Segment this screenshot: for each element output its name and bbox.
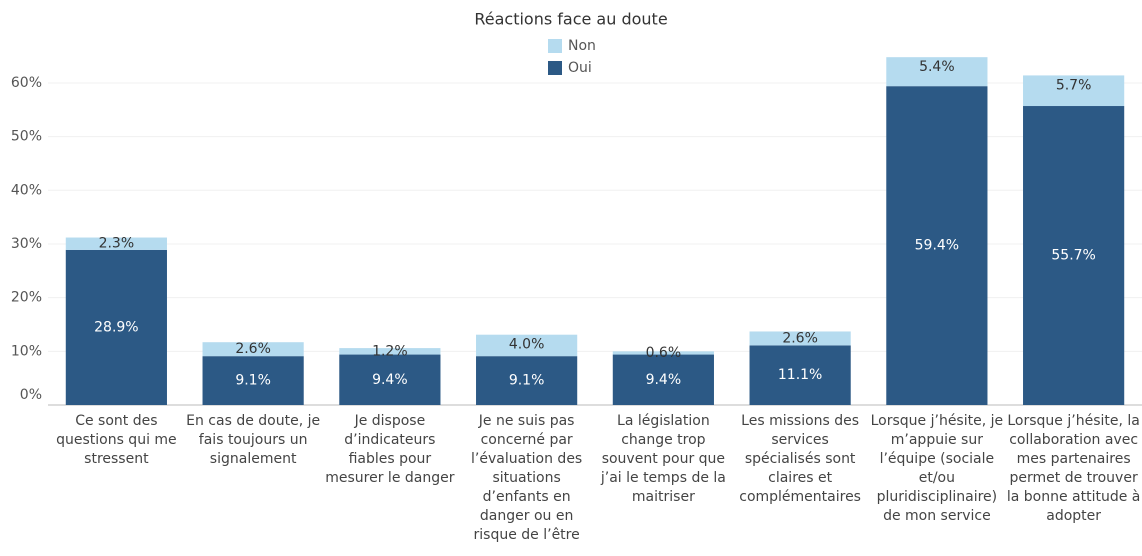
bar-segment	[612, 351, 714, 355]
y-tick-label: 60%	[11, 75, 42, 91]
data-label: 1.2%	[372, 343, 408, 359]
x-tick-label: Lorsque j’hésite, la collaboration avec …	[1006, 413, 1141, 524]
bar-segment	[886, 57, 988, 87]
chart-title: Réactions face au doute	[474, 10, 667, 29]
y-tick-label: 30%	[11, 236, 42, 252]
data-label: 2.3%	[99, 236, 135, 252]
y-tick-label: 40%	[11, 182, 42, 198]
bar-segment	[202, 342, 304, 357]
data-label: 9.4%	[646, 372, 682, 388]
bar-segment	[1023, 75, 1125, 107]
data-label: 9.4%	[372, 372, 408, 388]
legend-label: Oui	[568, 60, 592, 76]
bar-segment	[476, 334, 578, 357]
data-label: 5.4%	[919, 59, 955, 75]
legend-label: Non	[568, 38, 596, 54]
data-label: 2.6%	[235, 341, 271, 357]
y-tick-label: 10%	[11, 343, 42, 359]
x-tick-label: Je ne suis pas concerné par l’évaluation…	[471, 413, 583, 543]
x-tick-label: La législation change trop souvent pour …	[600, 413, 726, 505]
data-label: 4.0%	[509, 337, 545, 353]
legend-swatch	[548, 39, 562, 53]
y-tick-label: 20%	[11, 290, 42, 306]
y-tick-label: 50%	[11, 129, 42, 145]
x-tick-label: En cas de doute, je fais toujours un sig…	[186, 413, 321, 467]
data-label: 28.9%	[94, 319, 138, 335]
bar-segment	[1023, 106, 1125, 405]
data-label: 5.7%	[1056, 77, 1092, 93]
bar-segment	[339, 354, 441, 405]
y-tick-label: 0%	[20, 387, 42, 403]
bar-segment	[612, 354, 714, 405]
x-tick-label: Lorsque j’hésite, je m’appuie sur l’équi…	[870, 413, 1004, 524]
bar-segment	[339, 348, 441, 355]
data-label: 11.1%	[778, 367, 822, 383]
data-label: 9.1%	[509, 373, 545, 389]
bar-segment	[65, 249, 167, 405]
x-tick-label: Ce sont des questions qui me stressent	[56, 413, 177, 467]
bar-segment	[749, 345, 851, 405]
bar-segment	[65, 237, 167, 250]
data-label: 9.1%	[235, 373, 271, 389]
bar-segment	[476, 356, 578, 405]
legend-swatch	[548, 61, 562, 75]
x-tick-label: Je dispose d’indicateurs fiables pour me…	[325, 413, 455, 486]
x-tick-label: Les missions des services spécialisés so…	[739, 413, 861, 505]
data-label: 2.6%	[782, 330, 818, 346]
bar-segment	[202, 356, 304, 405]
data-label: 0.6%	[646, 345, 682, 361]
bar-segment	[749, 331, 851, 346]
data-label: 59.4%	[915, 238, 959, 254]
bar-segment	[886, 86, 988, 405]
data-label: 55.7%	[1051, 248, 1095, 264]
